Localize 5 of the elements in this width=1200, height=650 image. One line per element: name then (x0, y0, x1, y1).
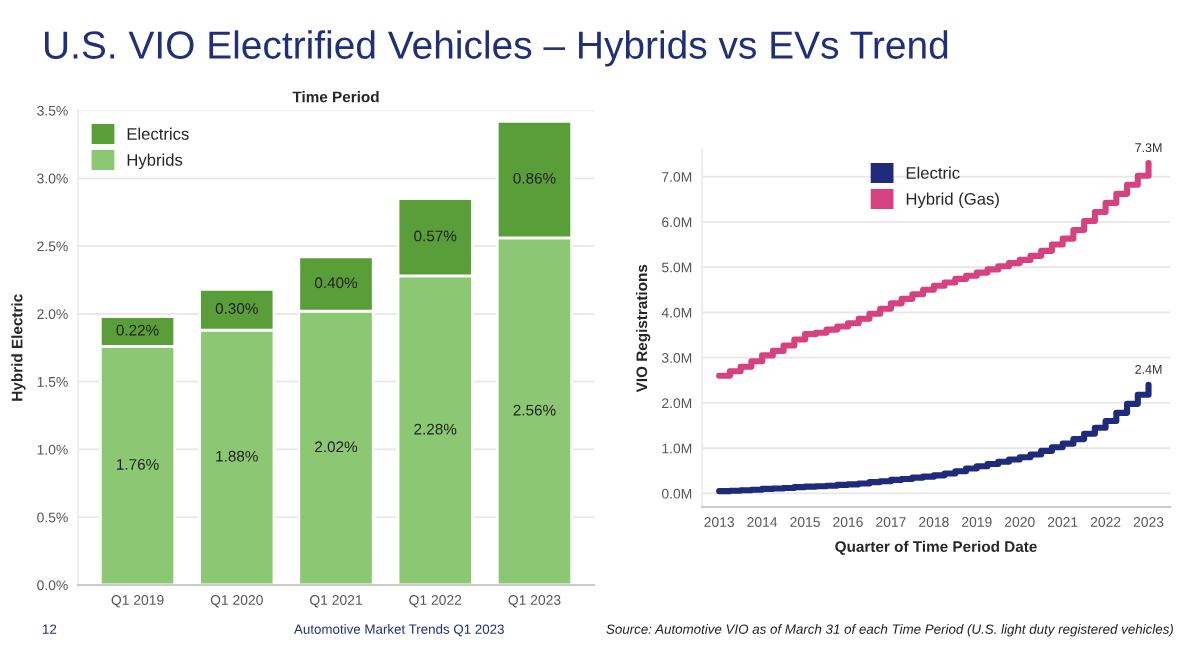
chart-title: U.S. VIO Electrified Vehicles – Hybrids vs EVs Trend (45, 30, 948, 67)
legend-label: Hybrid (Gas) (906, 192, 999, 209)
legend-label: Hybrids (127, 153, 183, 170)
legend-label: Electrics (127, 127, 189, 140)
legend-label: Electric (906, 166, 960, 179)
